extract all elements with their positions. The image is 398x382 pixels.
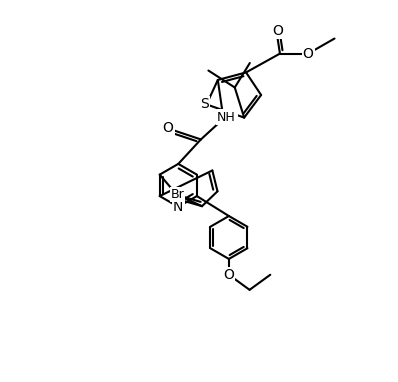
Text: O: O bbox=[303, 47, 314, 61]
Text: NH: NH bbox=[218, 110, 236, 123]
Text: O: O bbox=[272, 24, 283, 38]
Text: O: O bbox=[163, 121, 174, 135]
Text: S: S bbox=[200, 97, 209, 112]
Text: NH: NH bbox=[217, 111, 236, 124]
Text: O: O bbox=[223, 268, 234, 282]
Text: Br: Br bbox=[171, 188, 184, 201]
Text: N: N bbox=[173, 200, 183, 214]
